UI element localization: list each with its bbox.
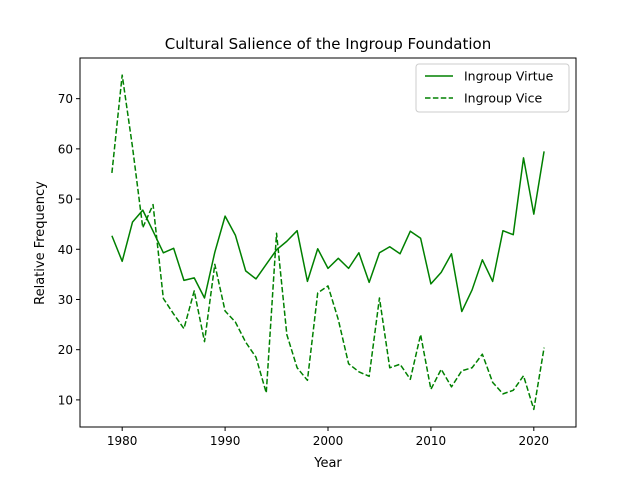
series-line-ingroup-virtue [111, 151, 545, 313]
x-tick-label: 2000 [313, 434, 344, 448]
legend-label: Ingroup Vice [464, 91, 543, 106]
y-tick-label: 30 [58, 293, 73, 307]
y-axis: 10 20 30 40 50 60 70 [58, 92, 80, 407]
x-tick-label: 1990 [210, 434, 241, 448]
x-tick-label: 1980 [107, 434, 138, 448]
x-tick-label: 2020 [519, 434, 550, 448]
legend: Ingroup Virtue Ingroup Vice [415, 63, 570, 113]
x-tick-label: 2010 [416, 434, 447, 448]
series-line-ingroup-vice [111, 74, 545, 411]
chart-title: Cultural Salience of the Ingroup Foundat… [165, 35, 491, 53]
legend-box [415, 63, 570, 113]
x-axis: 1980 1990 2000 2010 2020 [107, 427, 549, 448]
x-axis-label: Year [313, 456, 342, 471]
y-tick-label: 60 [58, 142, 73, 156]
y-tick-label: 70 [58, 92, 73, 106]
y-tick-label: 40 [58, 243, 73, 257]
y-tick-label: 20 [58, 343, 73, 357]
legend-label: Ingroup Virtue [464, 69, 554, 84]
y-tick-label: 10 [58, 393, 73, 407]
y-tick-label: 50 [58, 193, 73, 207]
y-axis-label: Relative Frequency [33, 181, 48, 305]
